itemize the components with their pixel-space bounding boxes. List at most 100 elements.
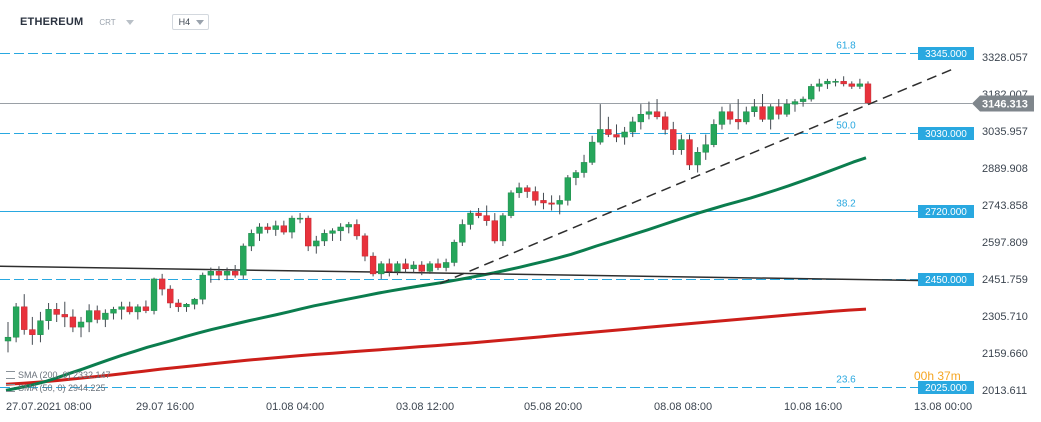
indicator-settings-icon[interactable] (6, 384, 15, 392)
candle[interactable] (515, 182, 523, 198)
support-trendline-dashed[interactable] (439, 68, 953, 285)
candle[interactable] (175, 299, 182, 312)
candle[interactable] (77, 316, 85, 338)
candle[interactable] (167, 285, 174, 309)
candle[interactable] (94, 305, 101, 324)
candle[interactable] (856, 78, 864, 89)
candle[interactable] (85, 304, 93, 333)
candle[interactable] (21, 294, 28, 335)
candle[interactable] (353, 219, 361, 240)
candle[interactable] (540, 192, 547, 210)
candle[interactable] (694, 147, 701, 173)
candle[interactable] (248, 229, 255, 252)
candle[interactable] (134, 304, 141, 320)
candle[interactable] (369, 252, 377, 277)
candle[interactable] (735, 99, 742, 130)
indicator-settings-icon[interactable] (6, 371, 15, 379)
candle[interactable] (499, 213, 507, 247)
candle[interactable] (751, 99, 758, 117)
candle[interactable] (53, 303, 60, 323)
candle[interactable] (637, 104, 645, 130)
candle[interactable] (483, 205, 490, 226)
candle[interactable] (345, 221, 352, 234)
candle[interactable] (629, 116, 636, 138)
timeframe-selector[interactable]: H4 (171, 14, 210, 30)
candle[interactable] (532, 186, 539, 206)
candle[interactable] (37, 311, 44, 343)
candle[interactable] (808, 83, 815, 102)
candle[interactable] (848, 81, 855, 89)
candle[interactable] (442, 258, 450, 272)
candle[interactable] (378, 261, 385, 279)
level-price-tag[interactable] (918, 205, 974, 218)
candle[interactable] (361, 233, 369, 262)
candle[interactable] (434, 258, 442, 271)
candle[interactable] (524, 185, 531, 198)
sma50-line[interactable] (5, 156, 867, 392)
chart-type-label[interactable]: CRT (99, 17, 116, 27)
candle[interactable] (45, 303, 52, 330)
candle[interactable] (475, 208, 482, 219)
candle[interactable] (775, 99, 782, 120)
candle[interactable] (305, 215, 312, 252)
candle[interactable] (223, 267, 231, 281)
candle[interactable] (183, 303, 190, 312)
candle[interactable] (832, 78, 839, 87)
candle[interactable] (199, 272, 206, 305)
current-price-tag[interactable] (972, 95, 1034, 112)
candle[interactable] (759, 94, 766, 122)
candle[interactable] (256, 223, 263, 241)
sma200-legend[interactable]: SMA (200, 0) 2332.147 (6, 370, 111, 380)
candle[interactable] (12, 303, 20, 343)
sma50-legend[interactable]: SMA (50, 0) 2944.225 (6, 383, 106, 393)
candle[interactable] (142, 300, 150, 314)
candle[interactable] (588, 135, 596, 165)
candle[interactable] (337, 223, 344, 241)
candle[interactable] (313, 235, 320, 254)
resistance-trendline[interactable] (0, 265, 919, 282)
level-price-tag[interactable] (918, 273, 974, 286)
candle[interactable] (686, 134, 693, 171)
candle[interactable] (670, 121, 677, 155)
candle[interactable] (102, 309, 109, 328)
candle[interactable] (410, 261, 417, 273)
candle[interactable] (394, 261, 401, 276)
candle[interactable] (191, 297, 198, 310)
candle[interactable] (791, 99, 799, 112)
candle[interactable] (418, 261, 425, 276)
candle[interactable] (491, 213, 498, 244)
candle[interactable] (799, 96, 807, 107)
candle[interactable] (118, 301, 125, 320)
candle[interactable] (69, 309, 77, 333)
candle[interactable] (743, 106, 750, 125)
candle[interactable] (678, 134, 685, 155)
candle[interactable] (61, 301, 68, 328)
level-price-tag[interactable] (918, 381, 974, 394)
candle[interactable] (231, 265, 239, 278)
candle[interactable] (661, 111, 669, 135)
candle[interactable] (158, 273, 166, 296)
level-price-tag[interactable] (918, 47, 974, 60)
candle[interactable] (264, 223, 271, 234)
candle[interactable] (864, 81, 872, 105)
candle[interactable] (824, 78, 831, 89)
candle[interactable] (653, 99, 661, 120)
candle[interactable] (467, 210, 474, 230)
chart-type-dropdown-icon[interactable] (125, 19, 134, 25)
candle[interactable] (240, 243, 247, 279)
sma200-line[interactable] (5, 307, 867, 386)
candle[interactable] (548, 195, 555, 211)
candle[interactable] (613, 124, 620, 143)
candle[interactable] (726, 104, 734, 125)
candle[interactable] (621, 126, 628, 145)
candle[interactable] (507, 190, 515, 219)
candle[interactable] (110, 306, 117, 320)
candle[interactable] (321, 229, 328, 247)
candle[interactable] (126, 301, 133, 315)
level-price-tag[interactable] (918, 127, 974, 140)
candle[interactable] (386, 258, 393, 277)
candle[interactable] (150, 277, 158, 315)
candle[interactable] (556, 195, 563, 215)
candle[interactable] (207, 267, 215, 283)
